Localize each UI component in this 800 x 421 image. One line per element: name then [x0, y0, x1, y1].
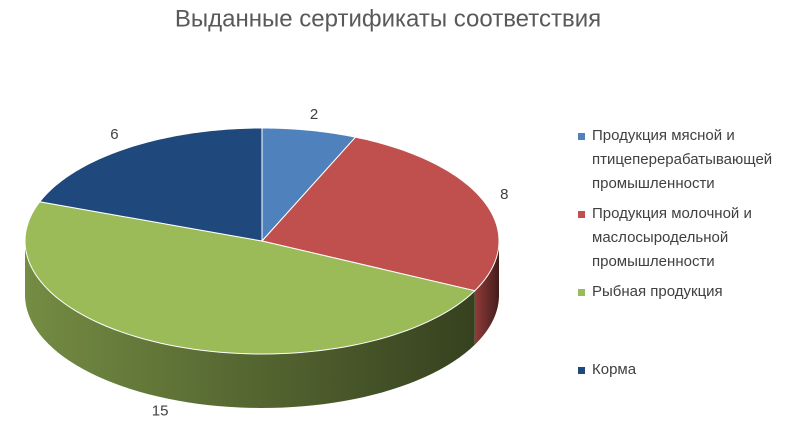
slice — [261, 136, 500, 292]
legend-item: Корма — [578, 358, 800, 382]
legend-item: Рыбная продукция — [578, 280, 800, 304]
data-label: 6 — [110, 126, 118, 143]
slice — [24, 201, 476, 355]
legend-swatch — [578, 133, 585, 140]
slice — [38, 127, 263, 242]
legend-item: Продукция молочной и маслосыродельной пр… — [578, 202, 800, 274]
legend-swatch — [578, 211, 585, 218]
data-label: 8 — [500, 186, 508, 203]
slice — [261, 127, 357, 243]
legend-label: Продукция мясной и птицеперерабатывающей… — [592, 127, 773, 192]
pie: 2 8 15 6 — [24, 106, 508, 419]
chart-title: Выданные сертификаты соответствия — [175, 5, 601, 32]
slice-side — [25, 241, 475, 408]
data-label: 2 — [310, 106, 318, 123]
legend-swatch — [578, 367, 585, 374]
legend-swatch — [578, 289, 585, 296]
legend-label: Корма — [592, 361, 637, 378]
legend-label: Продукция молочной и маслосыродельной пр… — [592, 205, 752, 270]
legend-label: Рыбная продукция — [592, 283, 723, 300]
data-label: 15 — [152, 402, 169, 419]
legend-item: Продукция мясной и птицеперерабатывающей… — [578, 124, 800, 196]
